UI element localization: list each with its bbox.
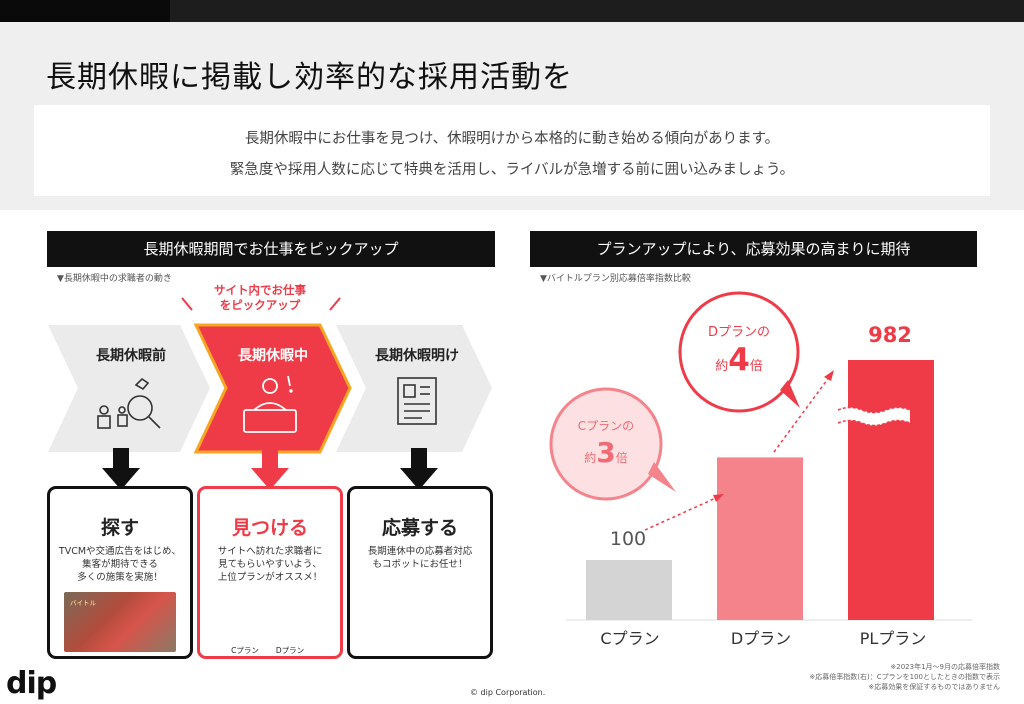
card-find-line-1: サイトへ訪れた求職者に: [217, 546, 323, 557]
top-bar-accent: [0, 0, 170, 22]
card-find-line-3: 上位プランがオススメ！: [217, 572, 323, 583]
step-chevron-3: [336, 325, 492, 452]
callout-line-1: サイト内でお仕事: [214, 283, 306, 297]
callout-pickup: サイト内でお仕事 をピックアップ: [190, 283, 330, 313]
left-section-note: ▼長期休暇中の求職者の動き: [57, 274, 172, 284]
bubble-d-plan: [678, 291, 800, 413]
callout-line-2: をピックアップ: [219, 298, 301, 312]
card-find-body: サイトへ訪れた求職者に 見てもらいやすいよう、 上位プランがオススメ！: [204, 545, 336, 584]
left-section-heading: 長期休暇期間でお仕事をピックアップ: [47, 231, 495, 267]
bubble-d-num: 4: [728, 342, 750, 378]
card-search-body: TVCMや交通広告をはじめ、 集客が期待できる 多くの施策を実施！: [54, 545, 186, 584]
card-apply-body: 長期連休中の応募者対応 もコボットにお任せ！: [354, 545, 486, 571]
copyright: © dip Corporation.: [470, 688, 546, 697]
bar-value-pl: 982: [868, 323, 912, 347]
down-arrow-3: [400, 448, 438, 490]
mini-chart-label-d: Dプラン: [275, 646, 305, 655]
down-arrow-2: [251, 448, 289, 490]
top-bar: [0, 0, 1024, 22]
card-search-line-1: TVCMや交通広告をはじめ、: [58, 546, 182, 557]
step-chevron-2: [193, 323, 352, 454]
resume-document-icon: [397, 377, 437, 425]
category-label-pl: PLプラン: [859, 629, 927, 648]
down-arrow-1: [102, 448, 140, 490]
bubble-c-num: 3: [596, 436, 616, 469]
person-computer-icon: [243, 375, 297, 433]
right-section-note: ▼バイトルプラン別応募倍率指数比較: [540, 274, 691, 284]
bubble-d-line1: Dプランの: [707, 325, 770, 340]
step-label-3: 長期休暇明け: [375, 348, 459, 364]
bar-value-c: 100: [609, 528, 647, 550]
lead-box: 長期休暇中にお仕事を見つけ、休暇明けから本格的に動き始める傾向があります。 緊急…: [34, 105, 990, 196]
bubble-c-line1: Cプランの: [577, 419, 635, 433]
card-find-title: 見つける: [231, 517, 308, 539]
footer-note-1: ※2023年1月～9月の応募倍率指数: [890, 663, 1000, 671]
step-label-2: 長期休暇中: [238, 348, 308, 364]
lead-line-1: 長期休暇中にお仕事を見つけ、休暇明けから本格的に動き始める傾向があります。: [244, 131, 780, 147]
card-apply-line-1: 長期連休中の応募者対応: [367, 546, 473, 557]
callout-tick-left: [181, 297, 193, 311]
footer-note-2: ※応募倍率指数(右)：Cプランを100としたときの指数で表示: [809, 673, 1000, 681]
bubble-d-post: 倍: [749, 359, 763, 374]
right-section-heading: プランアップにより、応募効果の高まりに期待: [530, 231, 977, 267]
promo-photo: バイトル: [64, 592, 176, 652]
chart-bar-0: [586, 560, 672, 620]
card-apply-title: 応募する: [381, 517, 458, 539]
phone-label: 応募: [389, 602, 402, 609]
mini-chart-label-c: Cプラン: [231, 646, 259, 655]
lead-line-2: 緊急度や採用人数に応じて特典を活用し、ライバルが急増する前に囲い込みましょう。: [229, 162, 795, 178]
card-search-line-2: 集客が期待できる: [82, 559, 158, 570]
category-label-c: Cプラン: [600, 629, 660, 648]
card-find-line-2: 見てもらいやすいよう、: [218, 559, 322, 570]
card-search: 探す TVCMや交通広告をはじめ、 集客が期待できる 多くの施策を実施！ バイト…: [47, 486, 193, 659]
step-chevron-1: [48, 325, 210, 452]
promo-photo-label: バイトル: [70, 599, 96, 607]
callout-tick-right: [329, 297, 341, 311]
card-apply: 応募する 長期連休中の応募者対応 もコボットにお任せ！: [347, 486, 493, 659]
bubble-c-post: 倍: [615, 451, 628, 465]
chart-trend-arrows: [644, 370, 834, 531]
chart-bars: [586, 360, 934, 620]
step-label-1: 長期休暇前: [96, 348, 166, 364]
bubble-d-pre: 約: [715, 359, 729, 374]
category-label-d: Dプラン: [730, 629, 792, 648]
card-search-line-3: 多くの施策を実施！: [77, 572, 163, 583]
chart-bar-1: [717, 457, 803, 620]
bubble-c-text: Cプランの 約3倍: [561, 417, 651, 469]
dip-logo: dip: [6, 666, 57, 701]
bubble-c-pre: 約: [584, 451, 597, 465]
bar-value-d: 271: [741, 469, 781, 491]
footer-note-3: ※応募効果を保証するものではありません: [868, 683, 1000, 691]
page-title: 長期休暇に掲載し効率的な採用活動を: [46, 60, 573, 95]
chart-bar-2: [848, 360, 934, 620]
bubble-d-text: Dプランの 約4倍: [689, 321, 789, 378]
card-search-title: 探す: [100, 517, 139, 539]
bubble-c-plan: [549, 387, 676, 501]
search-people-icon: [97, 377, 161, 429]
axis-break-icon: [837, 406, 911, 427]
card-find: 見つける サイトへ訪れた求職者に 見てもらいやすいよう、 上位プランがオススメ！: [197, 486, 343, 659]
card-apply-line-2: もコボットにお任せ！: [372, 559, 468, 570]
